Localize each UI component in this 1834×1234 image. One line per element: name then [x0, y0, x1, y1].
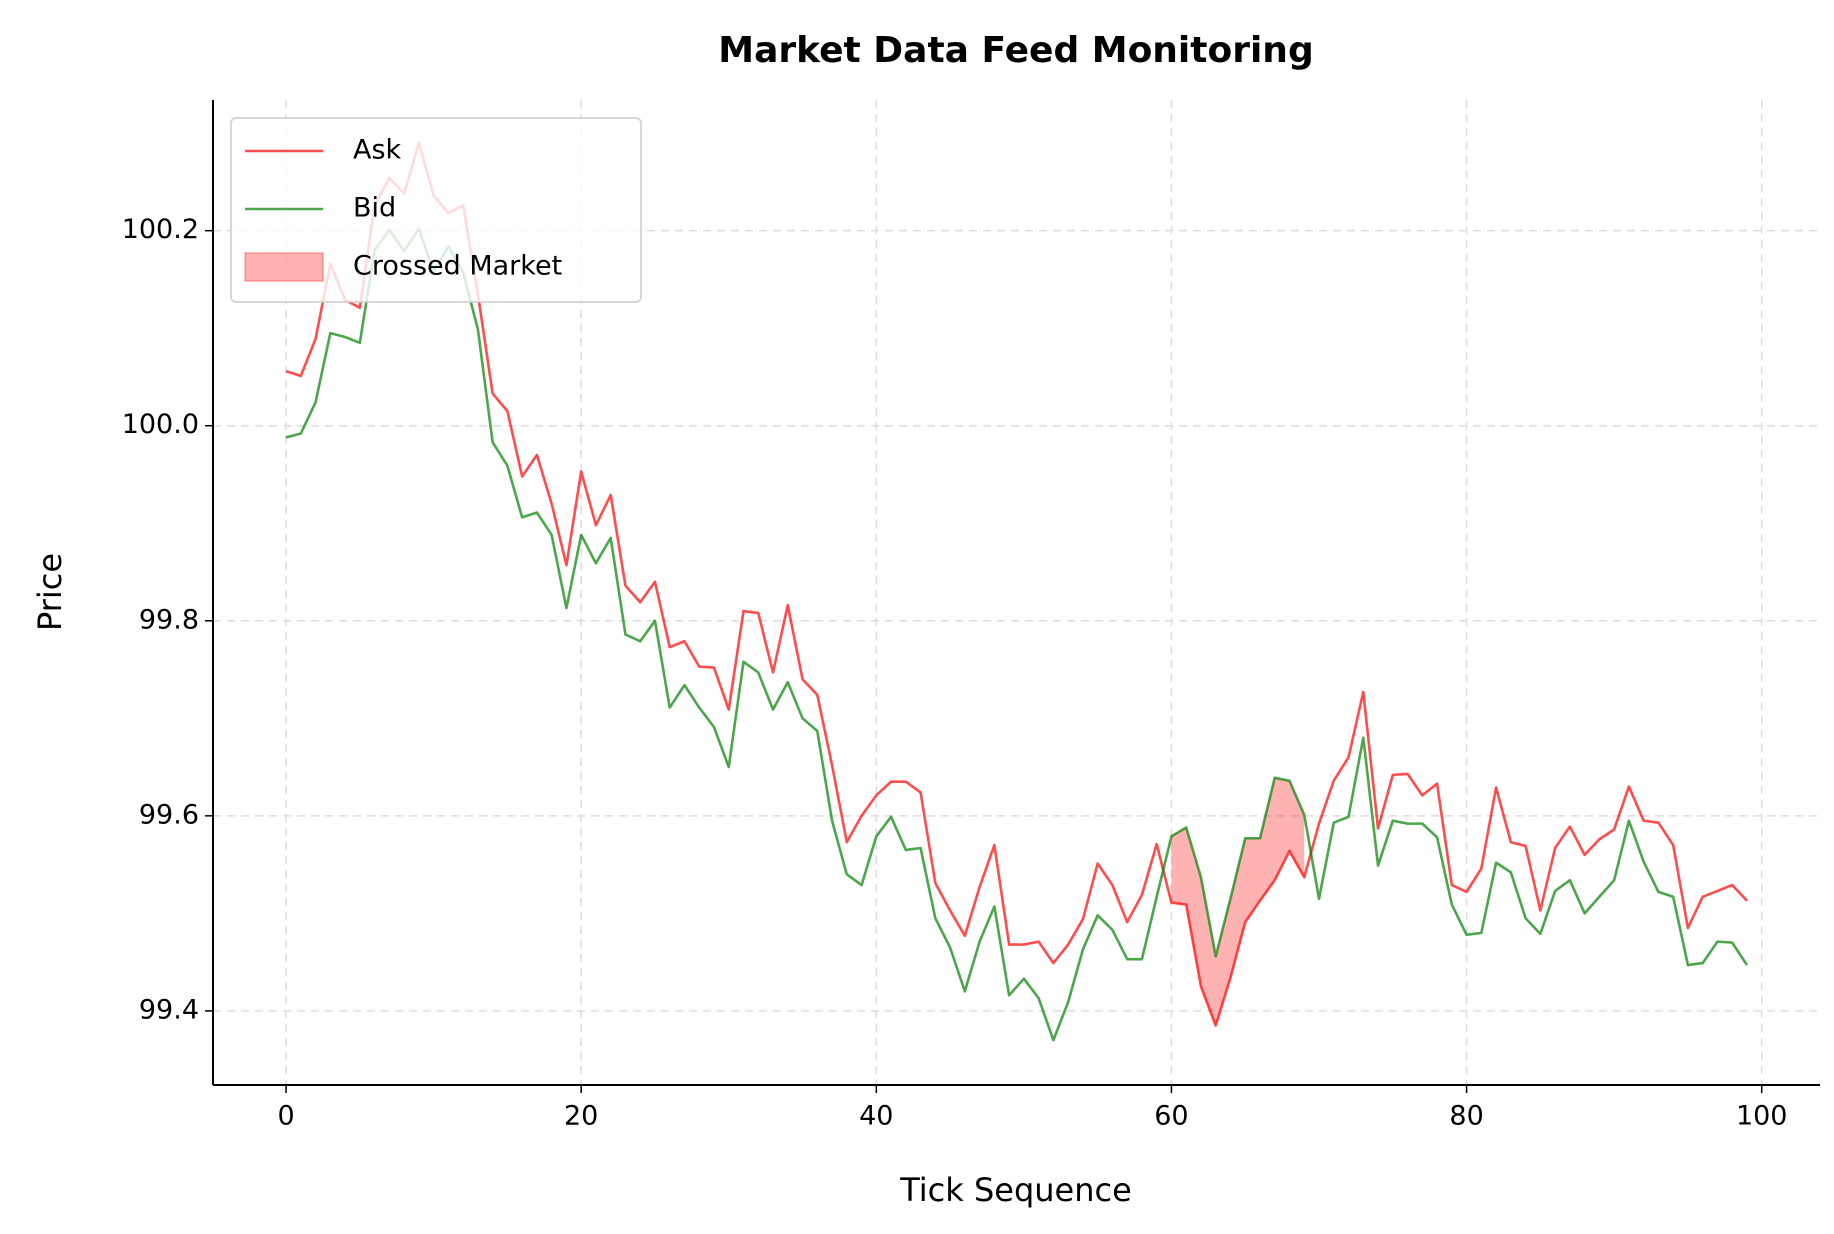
crossed-area — [1171, 777, 1305, 1026]
series-line — [285, 227, 1749, 1042]
legend-box — [230, 117, 642, 303]
x-tick-label: 100 — [1736, 1101, 1788, 1132]
legend-label: Ask — [353, 135, 402, 166]
y-tick-label: 100.2 — [122, 214, 199, 245]
x-tick-label: 20 — [564, 1101, 598, 1132]
series-line — [285, 141, 1748, 1027]
y-axis-label: Price — [31, 553, 69, 631]
y-tick-label: 99.8 — [139, 604, 199, 635]
x-tick-label: 0 — [277, 1101, 294, 1132]
y-tick-label: 99.4 — [139, 994, 199, 1025]
x-axis-label: Tick Sequence — [899, 1171, 1132, 1209]
y-tick-label: 100.0 — [122, 409, 199, 440]
x-tick-label: 40 — [859, 1101, 893, 1132]
y-tick-label: 99.6 — [139, 799, 199, 830]
x-tick-label: 60 — [1154, 1101, 1188, 1132]
legend-swatch — [244, 252, 324, 282]
legend-label: Bid — [353, 193, 396, 224]
chart-title: Market Data Feed Monitoring — [718, 30, 1313, 71]
legend-label: Crossed Market — [353, 251, 562, 282]
x-tick-label: 80 — [1449, 1101, 1483, 1132]
